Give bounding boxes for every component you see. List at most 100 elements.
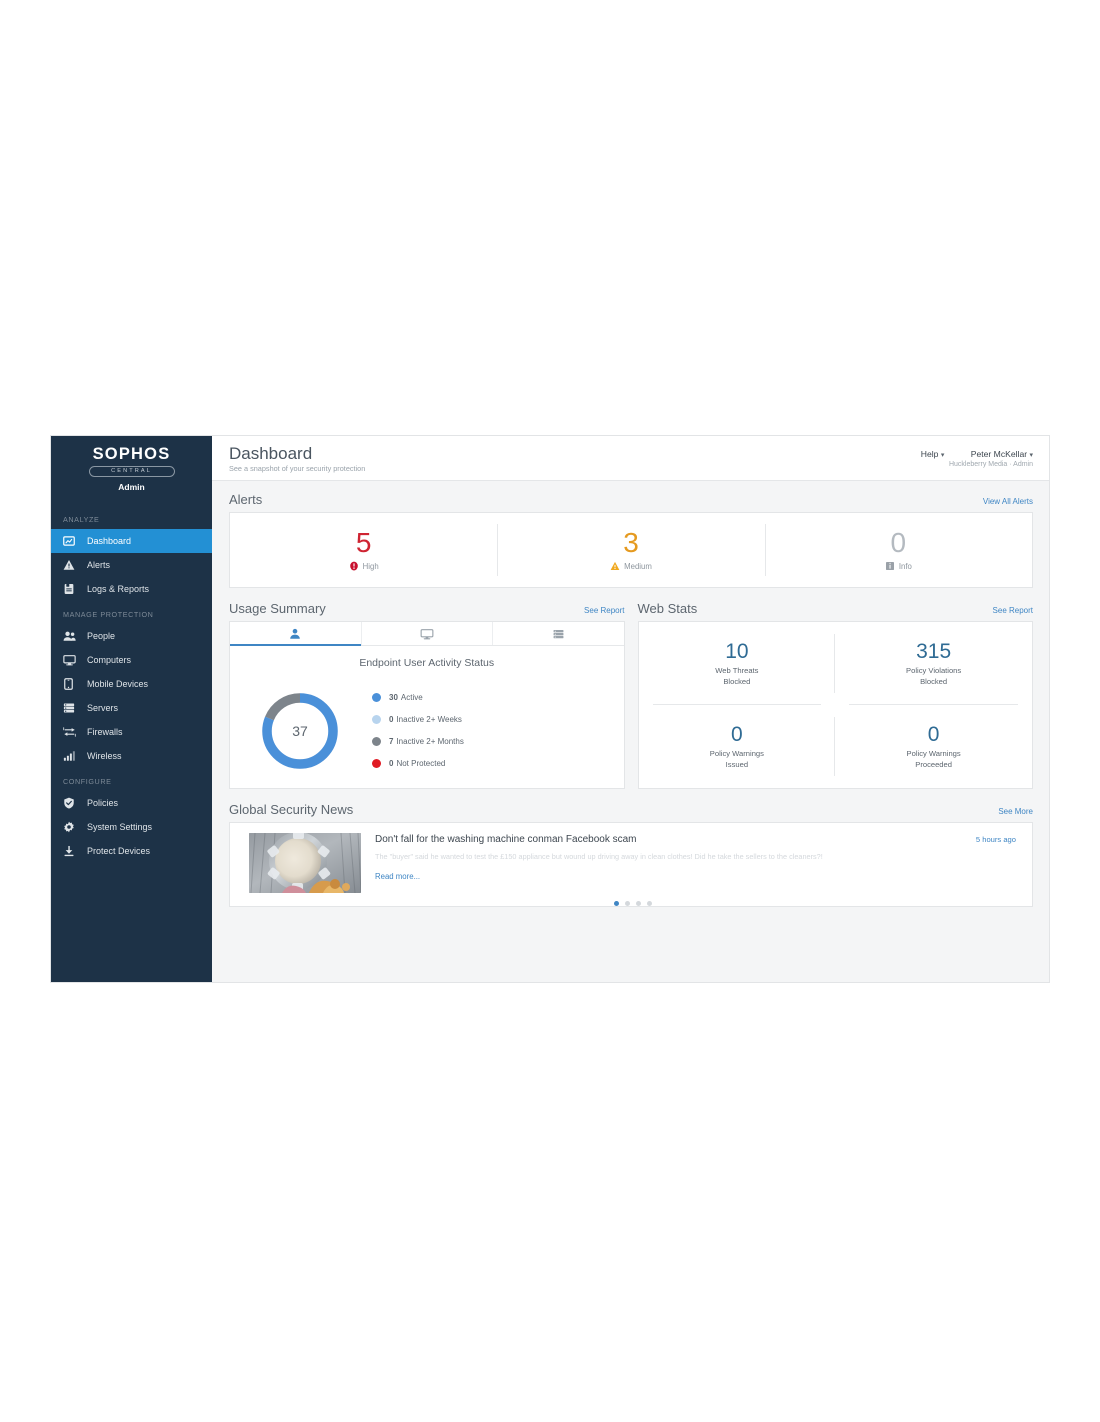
web-stat-policy-warnings-issued: 0 Policy Warnings Issued [639, 705, 836, 788]
sidebar-item-label: Servers [87, 702, 119, 713]
donut-slice-inactive-2-months [262, 692, 338, 769]
download-icon [63, 845, 80, 858]
news-see-more-link[interactable]: See More [998, 807, 1033, 816]
sidebar-item-firewalls[interactable]: Firewalls [51, 720, 212, 744]
web-stat-web-threats-blocked: 10 Web Threats Blocked [639, 622, 836, 705]
user-menu-label: Peter McKellar [970, 448, 1028, 459]
news-card: Don't fall for the washing machine conma… [229, 822, 1033, 907]
server-icon [63, 702, 80, 715]
alert-label-row: High [349, 561, 379, 571]
news-read-more-link[interactable]: Read more... [375, 872, 421, 881]
usage-tab-computers[interactable] [360, 622, 493, 645]
legend-value: 7 [389, 737, 394, 746]
usage-chart-title: Endpoint User Activity Status [359, 657, 495, 669]
sidebar-item-mobile-devices[interactable]: Mobile Devices [51, 672, 212, 696]
people-icon [63, 630, 80, 643]
view-all-alerts-link[interactable]: View All Alerts [982, 497, 1033, 506]
alert-count: 3 [623, 527, 639, 558]
web-stat-value: 10 [725, 640, 749, 663]
sidebar-item-policies[interactable]: Policies [51, 791, 212, 815]
nav-section-header: MANAGE PROTECTION [63, 610, 154, 619]
sidebar-item-label: Mobile Devices [87, 678, 149, 689]
web-stat-label-line1: Web Threats [715, 666, 759, 675]
donut-legend: 30 Active 0 Inactive 2+ Weeks 7 Inactive 2+ M… [356, 687, 610, 775]
usage-tab-servers[interactable] [492, 622, 624, 645]
usage-tab-users[interactable] [230, 622, 361, 646]
carousel-dot[interactable] [646, 901, 652, 906]
alerts-section: Alerts View All Alerts 5 High 3 Medium 0 Info [229, 492, 1033, 588]
server-tab-icon [552, 628, 565, 640]
stat-divider-horizontal [652, 704, 822, 705]
sidebar-item-people[interactable]: People [51, 624, 212, 648]
page-heading: Dashboard See a snapshot of your securit… [229, 444, 365, 473]
web-stat-label: Policy Violations Blocked [906, 665, 961, 687]
legend-item: 0 Not Protected [372, 753, 610, 775]
alert-label: Info [898, 561, 912, 571]
web-stat-label: Web Threats Blocked [715, 665, 758, 687]
topbar-right: Help ▾ Peter McKellar ▾ Huckleberry Medi… [921, 449, 1033, 468]
web-stats-title: Web Stats [637, 601, 698, 616]
washing-machine-photo-icon [249, 833, 361, 893]
web-stats-see-report-link[interactable]: See Report [992, 606, 1033, 615]
stat-divider-horizontal [849, 704, 1018, 705]
firewall-icon [63, 726, 80, 739]
alert-count: 5 [355, 527, 372, 558]
sidebar-item-logs-reports[interactable]: Logs & Reports [51, 577, 212, 601]
news-description: The "buyer" said he wanted to test the £… [375, 852, 823, 861]
endpoint-activity-donut: 37 [257, 688, 343, 774]
legend-color-dot [372, 759, 381, 768]
sidebar-item-computers[interactable]: Computers [51, 648, 212, 672]
sidebar-item-label: Policies [87, 797, 119, 808]
news-thumbnail[interactable] [249, 833, 361, 893]
news-headline[interactable]: Don't fall for the washing machine conma… [375, 834, 637, 845]
legend-color-dot [372, 737, 381, 746]
web-stat-label-line2: Issued [725, 760, 749, 769]
donut-svg [262, 692, 338, 769]
sidebar-item-label: Firewalls [87, 726, 123, 737]
usage-see-report-link[interactable]: See Report [584, 606, 625, 615]
web-stats-header: Web Stats See Report [638, 601, 1034, 616]
web-stat-label-line1: Policy Violations [906, 666, 962, 675]
web-stat-label-line2: Blocked [723, 677, 751, 686]
legend-item: 30 Active [372, 687, 610, 709]
shield-check-icon [63, 797, 80, 810]
sidebar-item-label: People [87, 630, 116, 641]
sidebar-item-label: Computers [87, 654, 132, 665]
stat-divider-vertical [834, 634, 836, 693]
web-stat-policy-violations-blocked: 315 Policy Violations Blocked [835, 622, 1032, 705]
legend-label: Inactive 2+ Months [396, 737, 464, 746]
sidebar-item-dashboard[interactable]: Dashboard [51, 529, 212, 553]
web-stat-label-line1: Policy Warnings [906, 749, 961, 758]
alert-cell-high[interactable]: 5 High [230, 513, 497, 587]
alert-label: High [362, 561, 379, 571]
sidebar-item-system-settings[interactable]: System Settings [51, 815, 212, 839]
news-timestamp: 5 hours ago [975, 835, 1016, 844]
alerts-title: Alerts [229, 492, 263, 507]
topbar: Dashboard See a snapshot of your securit… [212, 436, 1049, 481]
donut-total: 37 [292, 722, 308, 739]
alert-cell-medium[interactable]: 3 Medium [497, 513, 764, 587]
carousel-dot[interactable] [613, 901, 619, 906]
alert-label-row: Medium [610, 561, 652, 571]
web-stat-label-line2: Proceeded [915, 760, 952, 769]
web-stats-column: Web Stats See Report 10 Web Threats Blocke… [637, 601, 1034, 789]
dashboard-icon [63, 535, 80, 548]
chevron-down-icon: ▾ [940, 451, 945, 459]
wireless-icon [63, 750, 80, 763]
alert-cell-info[interactable]: 0 Info [764, 513, 1032, 587]
help-menu[interactable]: Help ▾ [921, 449, 945, 459]
sidebar-item-wireless[interactable]: Wireless [51, 744, 212, 768]
legend-item: 7 Inactive 2+ Months [372, 731, 610, 753]
logo-central-badge: CENTRAL [88, 466, 175, 477]
user-menu[interactable]: Peter McKellar ▾ [971, 449, 1033, 459]
carousel-dot[interactable] [624, 901, 630, 906]
sidebar-item-servers[interactable]: Servers [51, 696, 212, 720]
web-stat-label-line2: Blocked [920, 677, 948, 686]
usage-summary-card: Endpoint User Activity Status 37 30 Activ… [229, 621, 625, 789]
carousel-dot[interactable] [635, 901, 641, 906]
news-title: Global Security News [229, 802, 354, 817]
sidebar-item-protect-devices[interactable]: Protect Devices [51, 839, 212, 863]
alert-label: Medium [624, 561, 652, 571]
sidebar-item-alerts[interactable]: Alerts [51, 553, 212, 577]
stat-divider-vertical [834, 717, 836, 776]
